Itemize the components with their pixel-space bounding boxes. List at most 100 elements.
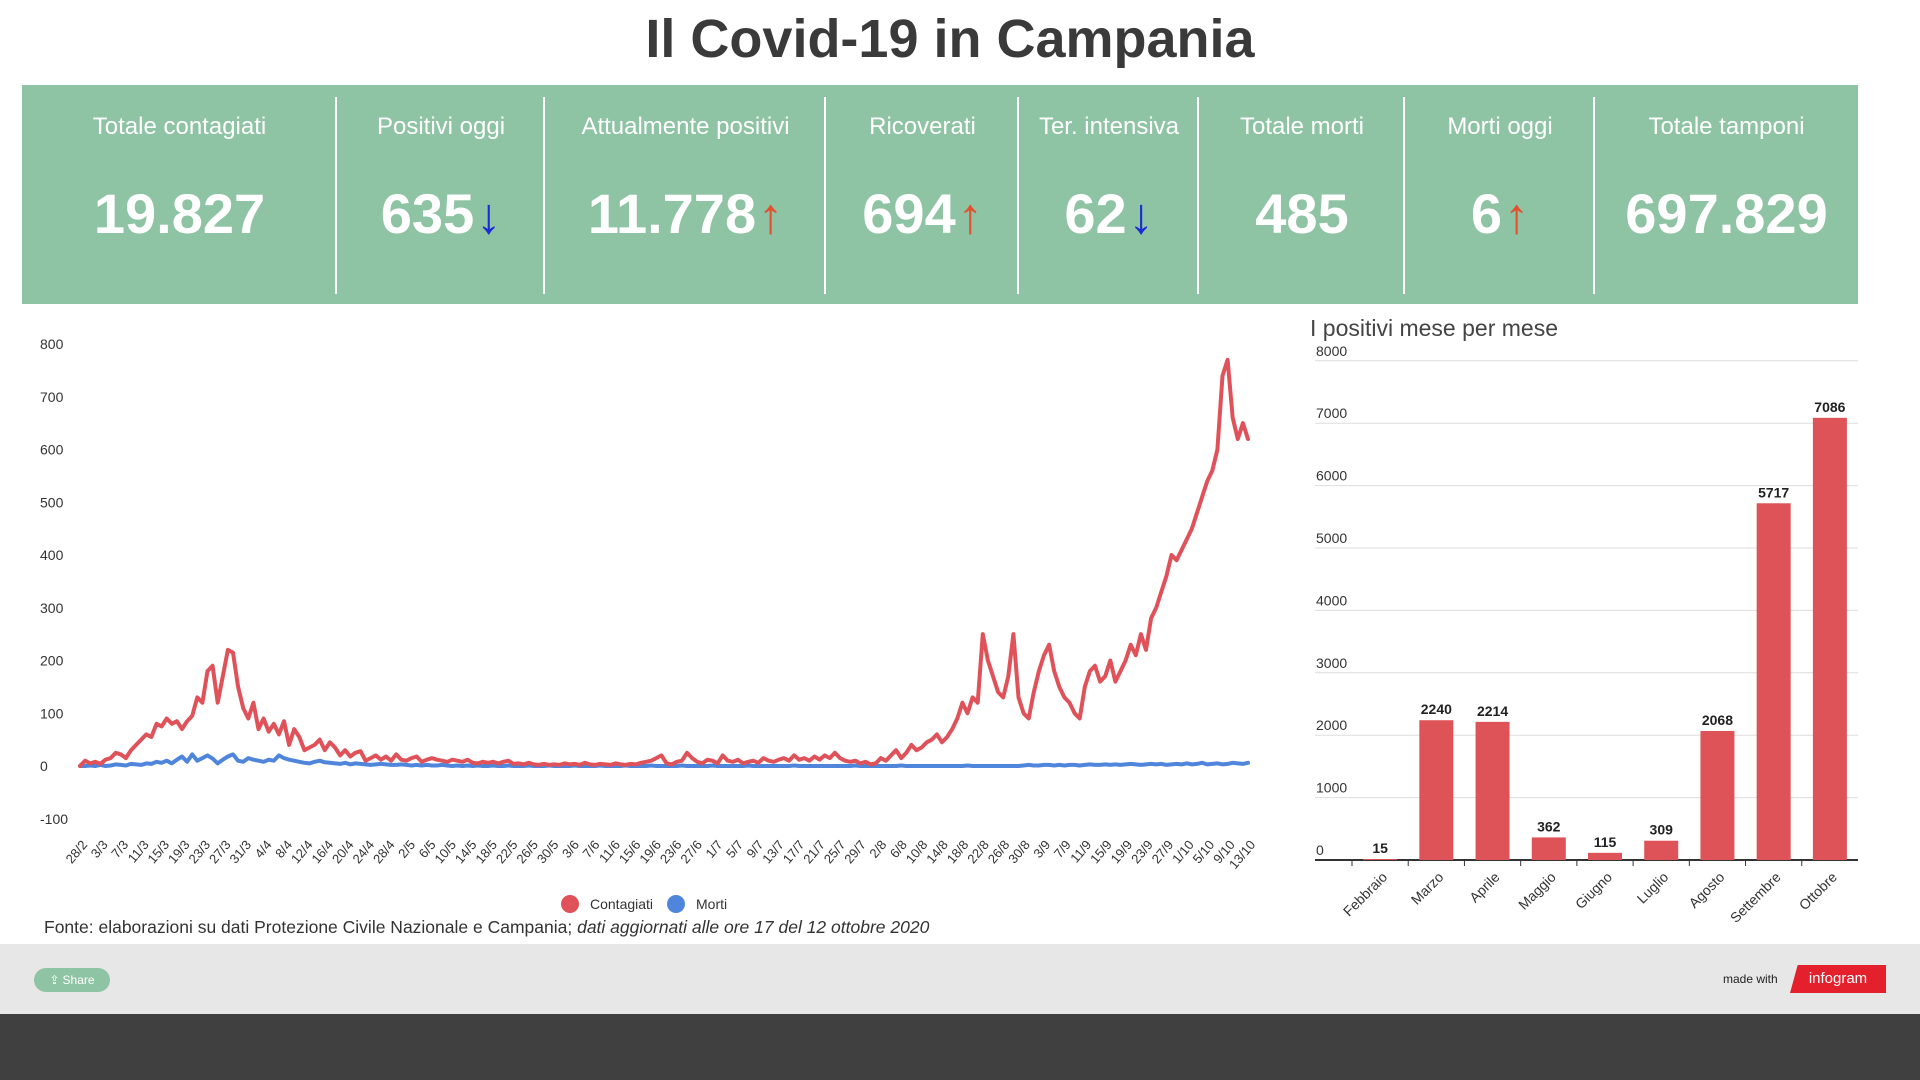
bar-value-label: 362 — [1537, 818, 1561, 834]
arrow-up-icon: ↑ — [758, 188, 784, 244]
infogram-logo[interactable]: infogram — [1790, 965, 1886, 993]
stat-card: Morti oggi 6↑ — [1405, 85, 1595, 304]
bar-value-label: 5717 — [1758, 484, 1789, 500]
bar-value-label: 309 — [1650, 822, 1674, 838]
y-tick-label: 100 — [40, 705, 64, 721]
bottom-bar — [0, 1014, 1920, 1080]
stat-value: 635↓ — [337, 181, 545, 246]
series-line-morti — [78, 752, 1250, 768]
stat-divider — [543, 97, 545, 294]
stat-number: 694 — [862, 182, 956, 245]
legend-label: Contagiati — [590, 896, 653, 912]
stat-value: 697.829 — [1595, 181, 1858, 246]
x-tick-label: 30/8 — [1005, 837, 1033, 866]
stat-card: Totale tamponi 697.829 — [1595, 85, 1858, 304]
source-note: Fonte: elaborazioni su dati Protezione C… — [44, 917, 929, 938]
bar-value-label: 2068 — [1702, 712, 1733, 728]
share-button[interactable]: ⇪ Share — [34, 968, 110, 992]
stat-label: Morti oggi — [1447, 113, 1553, 140]
bar — [1588, 852, 1622, 860]
stat-value: 11.778↑ — [545, 181, 826, 246]
bar — [1475, 721, 1510, 860]
series-line-contagiati — [78, 357, 1250, 768]
stat-divider — [1403, 97, 1405, 294]
x-tick-label: 2/8 — [866, 837, 889, 860]
legend-label: Morti — [696, 896, 727, 912]
arrow-up-icon: ↑ — [957, 188, 983, 244]
x-tick-label: 28/4 — [370, 837, 398, 866]
bar — [1531, 837, 1566, 860]
stat-number: 11.778 — [587, 182, 757, 245]
y-tick-label: 5000 — [1316, 530, 1347, 546]
y-tick-label: 400 — [40, 547, 64, 563]
stat-card: Ter. intensiva 62↓ — [1019, 85, 1199, 304]
bar — [1700, 730, 1735, 860]
made-with-label: made with — [1723, 972, 1778, 986]
x-tick-label: 5/7 — [723, 837, 746, 860]
bar-value-label: 115 — [1594, 834, 1617, 850]
stat-value: 485 — [1199, 181, 1405, 246]
category-label: Luglio — [1634, 869, 1672, 907]
y-tick-label: 2000 — [1316, 717, 1347, 733]
y-tick-label: 4000 — [1316, 592, 1347, 608]
bar-value-label: 2214 — [1477, 703, 1508, 719]
bar-value-label: 2240 — [1421, 701, 1452, 717]
bar — [1644, 840, 1679, 860]
source-update-text: dati aggiornati alle ore 17 del 12 ottob… — [577, 917, 930, 937]
category-label: Giugno — [1572, 869, 1615, 912]
stat-label: Attualmente positivi — [581, 113, 790, 140]
y-tick-label: 7000 — [1316, 405, 1347, 421]
stat-divider — [1593, 97, 1595, 294]
stat-number: 6 — [1470, 182, 1503, 245]
bar — [1812, 417, 1847, 860]
category-label: Ottobre — [1796, 869, 1840, 913]
y-tick-label: 800 — [40, 336, 64, 352]
category-label: Maggio — [1515, 869, 1559, 913]
y-tick-label: 8000 — [1316, 343, 1347, 359]
stat-divider — [1197, 97, 1199, 294]
stat-value: 694↑ — [826, 181, 1019, 246]
x-tick-label: 2/5 — [395, 837, 418, 860]
stat-card: Ricoverati 694↑ — [826, 85, 1019, 304]
stat-label: Totale morti — [1239, 113, 1365, 140]
x-tick-label: 29/7 — [841, 837, 869, 866]
stat-divider — [824, 97, 826, 294]
footer: ⇪ Share made with infogram — [0, 944, 1920, 1014]
x-tick-label: 3/9 — [1030, 837, 1053, 860]
arrow-down-icon: ↓ — [1128, 188, 1154, 244]
stat-label: Totale contagiati — [92, 113, 267, 140]
stat-label: Positivi oggi — [376, 113, 506, 140]
x-tick-label: 30/5 — [534, 837, 562, 866]
bar-value-label: 7086 — [1814, 399, 1845, 415]
legend-swatch — [561, 895, 579, 913]
bar — [1756, 503, 1791, 860]
bar-chart: 0 1000 2000 3000 4000 5000 6000 7000 8000 15 Febbr… — [1315, 343, 1858, 926]
category-label: Settembre — [1727, 869, 1784, 926]
category-label: Aprile — [1466, 869, 1503, 906]
stat-card: Positivi oggi 635↓ — [337, 85, 545, 304]
bar-chart-title: I positivi mese per mese — [1310, 315, 1558, 341]
source-text: Fonte: elaborazioni su dati Protezione C… — [44, 917, 573, 937]
bar — [1363, 859, 1398, 860]
stat-divider — [1017, 97, 1019, 294]
x-tick-label: 3/3 — [88, 837, 111, 860]
category-label: Febbraio — [1340, 869, 1391, 920]
y-tick-label: 1000 — [1316, 780, 1347, 796]
stat-label: Ter. intensiva — [1038, 113, 1180, 140]
stat-value: 6↑ — [1405, 181, 1595, 246]
share-icon: ⇪ — [49, 973, 60, 987]
stat-value: 19.827 — [22, 181, 337, 246]
y-tick-label: 700 — [40, 389, 64, 405]
y-tick-label: -100 — [40, 811, 68, 827]
bar-value-label: 15 — [1372, 840, 1388, 856]
stat-number: 19.827 — [93, 182, 266, 245]
share-label: Share — [62, 973, 95, 987]
y-tick-label: 200 — [40, 653, 64, 669]
y-tick-label: 300 — [40, 600, 64, 616]
bar — [1419, 720, 1454, 860]
category-label: Marzo — [1408, 869, 1447, 908]
stat-label: Ricoverati — [869, 113, 976, 140]
stat-label: Totale tamponi — [1648, 113, 1805, 140]
stat-value: 62↓ — [1019, 181, 1199, 246]
line-chart: -100010020030040050060070080028/23/37/31… — [40, 336, 1258, 913]
